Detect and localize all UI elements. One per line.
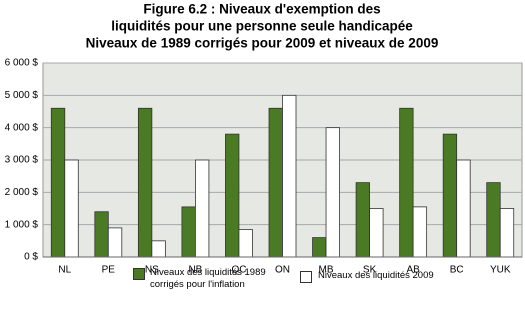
x-tick-label: QC xyxy=(231,265,246,276)
bar xyxy=(268,107,283,258)
bar xyxy=(486,182,501,258)
bar xyxy=(325,127,340,258)
chart-title: Figure 6.2 : Niveaux d'exemption des xyxy=(143,2,380,17)
bar xyxy=(107,227,123,258)
x-tick-label: AB xyxy=(406,265,420,276)
chart-title: Niveaux de 1989 corrigés pour 2009 et ni… xyxy=(86,36,439,51)
x-tick-label: NB xyxy=(188,265,202,276)
legend-label: Niveaux des liquidités 1989 corrigés pou… xyxy=(150,267,266,290)
bar xyxy=(282,94,297,258)
bar xyxy=(442,133,458,258)
y-tick-label: 3 000 $ xyxy=(5,155,39,166)
bar xyxy=(412,206,428,258)
bar xyxy=(499,208,515,258)
y-tick-label: 0 $ xyxy=(24,252,38,263)
x-tick-label: MB xyxy=(319,265,334,276)
y-tick-label: 5 000 $ xyxy=(5,90,39,101)
bar xyxy=(64,159,79,258)
bar xyxy=(137,107,153,258)
bar xyxy=(225,133,240,258)
bar xyxy=(312,237,327,258)
x-tick-label: SK xyxy=(363,265,377,276)
bar xyxy=(50,107,66,258)
x-tick-label: YUK xyxy=(490,265,511,276)
legend-label: Niveaux des liquidités 2009 xyxy=(318,270,434,281)
bar xyxy=(238,229,253,258)
x-tick-label: NS xyxy=(145,265,159,276)
chart-title: liquidités pour une personne seule handi… xyxy=(111,19,413,34)
bar xyxy=(369,208,384,258)
bar xyxy=(181,206,196,258)
x-tick-label: NL xyxy=(58,265,71,276)
x-tick-label: BC xyxy=(450,265,464,276)
x-tick-label: ON xyxy=(275,265,290,276)
bar xyxy=(151,240,166,258)
bar xyxy=(399,107,414,258)
bar xyxy=(355,182,370,258)
legend-swatch xyxy=(133,268,145,280)
y-tick-label: 4 000 $ xyxy=(5,122,39,133)
legend-swatch xyxy=(300,271,312,283)
bar xyxy=(94,211,109,258)
bar xyxy=(195,159,210,258)
bar xyxy=(456,159,471,258)
x-tick-label: PE xyxy=(102,265,116,276)
y-tick-label: 2 000 $ xyxy=(5,187,39,198)
y-tick-label: 6 000 $ xyxy=(5,58,39,69)
y-tick-label: 1 000 $ xyxy=(5,219,39,230)
